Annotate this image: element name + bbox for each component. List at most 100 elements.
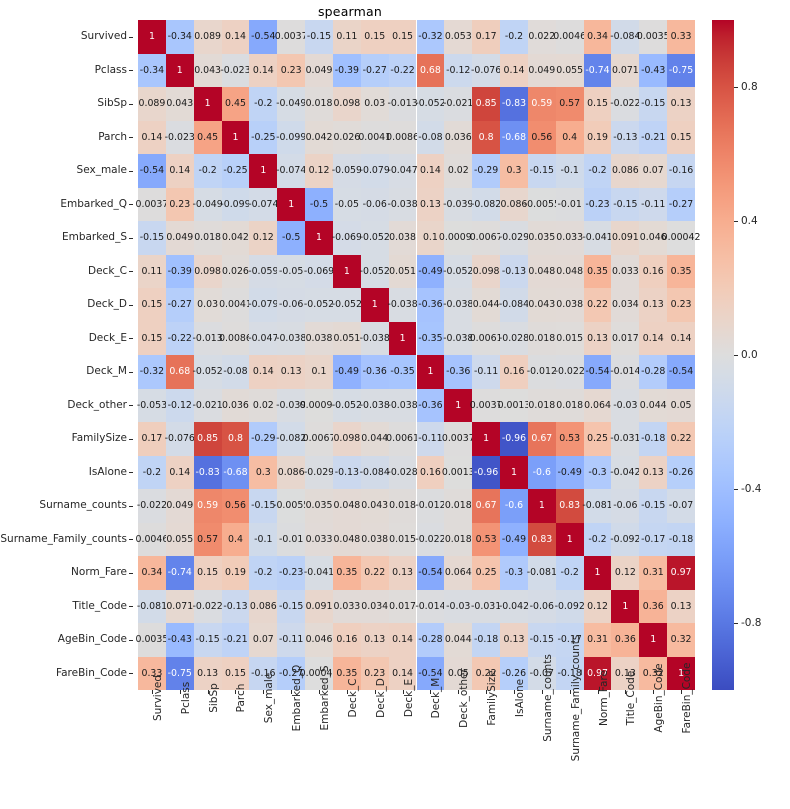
heatmap-cell: -0.1	[249, 522, 278, 556]
x-axis-tick-mark	[151, 690, 153, 694]
heatmap-cell: 0.018	[527, 388, 556, 422]
x-axis-tick-mark	[653, 690, 655, 694]
heatmap-cell-value: 0.14	[252, 64, 274, 76]
heatmap-cell: -0.014	[415, 589, 446, 623]
heatmap-cell-value: -0.11	[641, 198, 666, 210]
heatmap-cell: -0.092	[610, 522, 640, 556]
heatmap-cell: -0.13	[221, 589, 250, 623]
heatmap-cell: 0.14	[249, 355, 278, 389]
heatmap-cell-value: -0.25	[223, 165, 248, 177]
heatmap-cell-value: 0.13	[503, 634, 525, 646]
y-axis-tick-mark	[129, 70, 133, 72]
heatmap-cell-value: 0.018	[444, 500, 472, 512]
y-axis-tick-mark	[129, 505, 133, 507]
heatmap-grid: 1 -0.34 0.089 0.14 -0.54 0.0037 -0.15 0.11 0.15 0…	[136, 20, 700, 690]
heatmap-cell-value: -0.54	[418, 567, 443, 579]
heatmap-cell-value: 1	[288, 198, 295, 210]
heatmap-cell: 1	[332, 254, 361, 288]
heatmap-cell-value: 0.046	[305, 634, 333, 646]
heatmap-cell-value: 0.03	[197, 299, 219, 311]
heatmap-cell: -0.29	[472, 154, 501, 188]
x-axis-tick-label: Embarked_Q	[291, 664, 304, 732]
heatmap-cell-value: 0.14	[141, 131, 163, 143]
heatmap-cell: 0.22	[360, 556, 389, 590]
heatmap-cell-value: 0.018	[528, 332, 556, 344]
heatmap-cell-value: 0.45	[225, 98, 246, 110]
heatmap-cell: -0.15	[639, 87, 668, 121]
heatmap-cell: 0.0037	[275, 20, 308, 54]
heatmap-cell: -0.21	[221, 623, 250, 657]
x-axis-tick-group: Deck_C	[333, 679, 361, 809]
heatmap-cell-value: 0.015	[556, 332, 584, 344]
heatmap-cell: -0.074	[248, 187, 278, 221]
heatmap-cell: 1	[249, 154, 278, 188]
heatmap-cell-value: 0.034	[361, 600, 389, 612]
y-axis-tick-mark	[129, 271, 133, 273]
heatmap-cell: -0.081	[527, 556, 557, 590]
heatmap-cell-value: 0.15	[197, 567, 219, 579]
heatmap-cell: 0.53	[472, 522, 501, 556]
heatmap-cell: 0.049	[305, 53, 333, 87]
heatmap-cell-value: -0.2	[504, 31, 524, 43]
heatmap-cell-value: -0.041	[303, 567, 335, 579]
heatmap-cell-value: 0.02	[447, 165, 469, 177]
heatmap-cell: -0.29	[249, 422, 278, 456]
heatmap-cell: 0.07	[639, 154, 668, 188]
x-axis-tick-label: Sex_male	[263, 672, 276, 724]
heatmap-cell-value: -0.022	[136, 500, 168, 512]
heatmap-cell: 0.071	[165, 589, 194, 623]
heatmap-cell: -0.084	[499, 288, 529, 322]
heatmap-cell-value: -0.22	[167, 332, 192, 344]
heatmap-cell-value: 0.85	[475, 98, 497, 110]
heatmap-cell-value: 0.086	[277, 466, 305, 478]
heatmap-cell: -0.54	[416, 556, 445, 590]
heatmap-cell: 0.0046	[553, 20, 586, 54]
heatmap-cell-value: 0.16	[642, 265, 664, 277]
heatmap-cell: -0.54	[583, 355, 612, 389]
heatmap-cell: 0.02	[444, 154, 473, 188]
heatmap-cell-value: -0.06	[279, 299, 304, 311]
heatmap-cell: -0.25	[221, 154, 250, 188]
heatmap-cell: -0.052	[331, 388, 362, 422]
heatmap-cell: -0.26	[500, 656, 528, 690]
heatmap-cell-value: 0.14	[670, 332, 692, 344]
heatmap-cell-value: 0.044	[444, 634, 472, 646]
heatmap-cell-value: 0.015	[389, 533, 416, 545]
heatmap-cell: 0.098	[332, 87, 361, 121]
heatmap-cell: -0.74	[583, 53, 612, 87]
heatmap-cell: -0.16	[249, 656, 278, 690]
heatmap-cell-value: 0.57	[197, 533, 219, 545]
heatmap-cell-value: 0.13	[197, 667, 219, 679]
x-axis-tick-group: Norm_Fare	[584, 670, 612, 809]
heatmap-cell: -0.059	[248, 254, 278, 288]
colorbar-tick-mark	[734, 355, 738, 356]
heatmap-cell: -0.082	[471, 187, 501, 221]
heatmap-cell: 0.12	[249, 221, 278, 255]
heatmap-cell: -0.022	[136, 489, 168, 523]
heatmap-cell-value: -0.038	[276, 332, 307, 344]
y-axis-tick-mark	[129, 673, 133, 675]
x-axis-tick-label: FareBin_Code	[681, 662, 694, 734]
heatmap-cell: 0.13	[611, 656, 640, 690]
heatmap-cell-value: 0.018	[194, 232, 222, 244]
heatmap-cell: 0.044	[360, 422, 389, 456]
x-axis-tick-label: AgeBin_Code	[653, 663, 666, 733]
heatmap-cell: -0.35	[388, 355, 417, 389]
heatmap-cell: -0.038	[443, 321, 473, 355]
heatmap-cell-value: -0.052	[331, 399, 362, 411]
heatmap-cell-value: -0.75	[668, 64, 694, 76]
heatmap-cell-value: -0.041	[582, 232, 613, 244]
colorbar-tick-mark	[734, 87, 738, 88]
heatmap-cell: 0.19	[583, 120, 612, 154]
heatmap-cell-value: -0.39	[334, 64, 359, 76]
heatmap-cell-value: 0.4	[562, 131, 578, 143]
heatmap-cell: 0.15	[667, 120, 695, 154]
heatmap-cell-value: 1	[455, 399, 462, 411]
heatmap-cell: -0.052	[360, 254, 390, 288]
heatmap-cell-value: -0.079	[359, 165, 390, 177]
heatmap-cell: 0.098	[332, 422, 361, 456]
heatmap-cell: 0.098	[472, 254, 501, 288]
heatmap-cell: 0.13	[388, 556, 417, 590]
heatmap-cell: -0.32	[138, 355, 166, 389]
heatmap-cell-value: 0.043	[528, 299, 556, 311]
